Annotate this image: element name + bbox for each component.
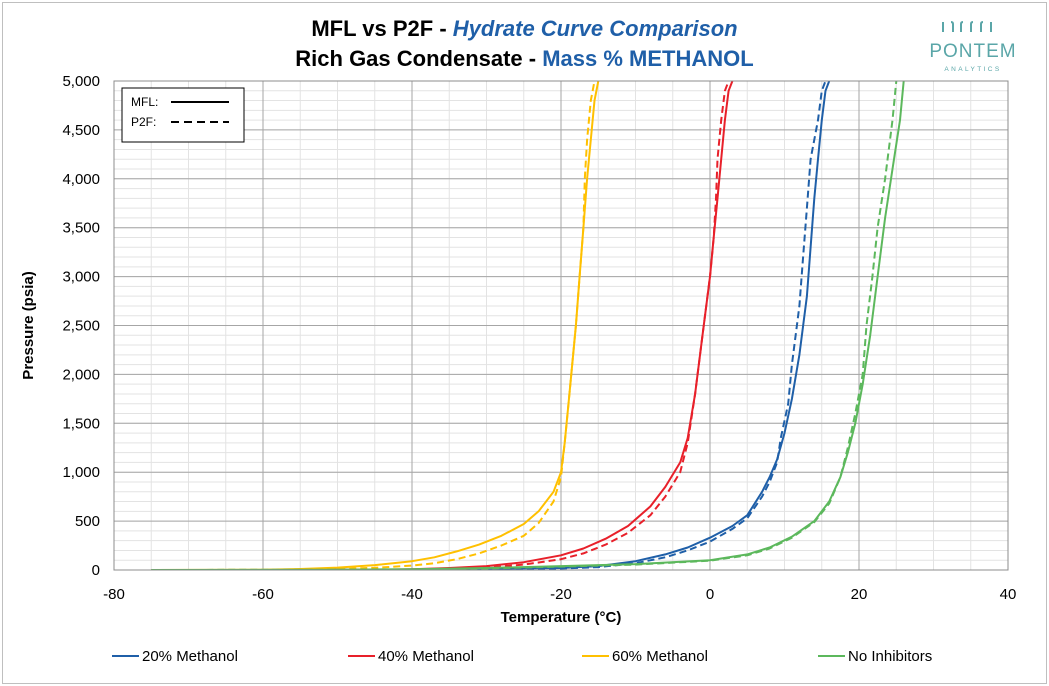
series-line-20-methanol-p2f — [262, 81, 827, 570]
legend-label: 20% Methanol — [142, 648, 238, 665]
x-axis-label: Temperature (°C) — [501, 609, 622, 626]
y-tick-label: 0 — [92, 562, 100, 579]
series-layer — [151, 81, 905, 570]
title-main: MFL vs P2F - — [311, 16, 453, 41]
series-line-60-methanol-p2f — [151, 81, 596, 570]
y-tick-label: 500 — [75, 513, 100, 530]
subtitle-accent: Mass % METHANOL — [542, 46, 754, 71]
x-tick-label: -60 — [252, 586, 274, 603]
legend-label: No Inhibitors — [848, 648, 932, 665]
y-axis-label: Pressure (psia) — [20, 271, 37, 379]
y-axis-ticks: 0 500 1,000 1,500 2,000 2,500 3,000 3,500 4,000 4… — [62, 73, 100, 579]
y-tick-label: 3,000 — [62, 269, 100, 286]
logo-name: PONTEM — [929, 41, 1016, 62]
style-legend-label: P2F: — [131, 115, 156, 129]
x-tick-label: 40 — [1000, 586, 1017, 603]
style-legend-box — [121, 87, 245, 143]
style-legend: MFL: P2F: — [121, 87, 245, 143]
series-line-20-methanol-mfl — [262, 81, 831, 570]
subtitle-main: Rich Gas Condensate - — [295, 46, 543, 71]
logo-sub: ANALYTICS — [944, 66, 1001, 73]
chart-subtitle: Rich Gas Condensate - Mass % METHANOL — [0, 46, 1049, 72]
title-accent: Hydrate Curve Comparison — [452, 16, 738, 41]
major-gridlines — [113, 80, 1009, 571]
x-axis-ticks: -80 -60 -40 -20 0 20 40 — [103, 586, 1016, 603]
y-tick-label: 1,500 — [62, 415, 100, 432]
x-tick-label: -20 — [550, 586, 572, 603]
x-tick-label: 0 — [706, 586, 714, 603]
y-tick-label: 2,500 — [62, 318, 100, 335]
y-tick-label: 2,000 — [62, 366, 100, 383]
y-tick-label: 4,000 — [62, 171, 100, 188]
x-tick-label: -40 — [401, 586, 423, 603]
legend-label: 40% Methanol — [378, 648, 474, 665]
series-line-no-inhibitors-p2f — [151, 81, 898, 570]
y-tick-label: 3,500 — [62, 220, 100, 237]
legend-label: 60% Methanol — [612, 648, 708, 665]
series-legend: 20% Methanol 40% Methanol 60% Methanol No I… — [112, 648, 932, 665]
logo-mark-icon — [942, 21, 992, 32]
x-tick-label: 20 — [851, 586, 868, 603]
company-logo: PONTEM ANALYTICS — [929, 21, 1016, 73]
plot-area-border — [113, 80, 1009, 571]
style-legend-label: MFL: — [131, 95, 158, 109]
y-tick-label: 4,500 — [62, 122, 100, 139]
y-tick-label: 5,000 — [62, 73, 100, 90]
chart-title: MFL vs P2F - Hydrate Curve Comparison — [0, 16, 1049, 42]
x-tick-label: -80 — [103, 586, 125, 603]
series-line-40-methanol-mfl — [262, 81, 734, 570]
y-tick-label: 1,000 — [62, 464, 100, 481]
